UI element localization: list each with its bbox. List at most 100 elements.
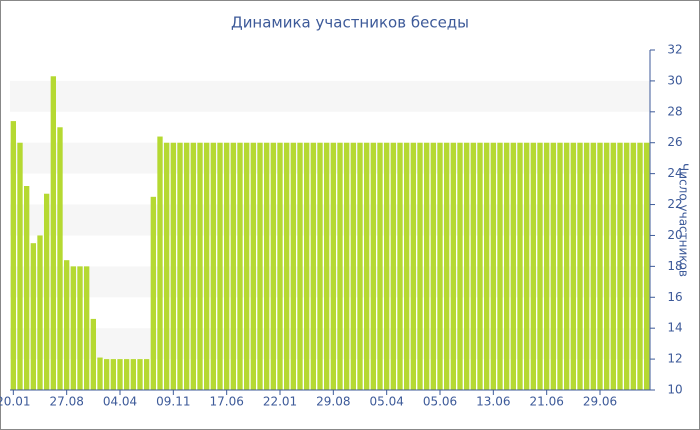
- bar: [310, 142, 316, 390]
- bar: [544, 142, 550, 390]
- bar: [450, 142, 456, 390]
- x-tick-label: 05.06: [423, 395, 457, 409]
- bar: [284, 142, 290, 390]
- x-tick-label: 27.08: [49, 395, 83, 409]
- bar: [44, 193, 50, 390]
- bar: [210, 142, 216, 390]
- x-tick-label: 22.01: [263, 395, 297, 409]
- bar: [37, 235, 43, 390]
- bar: [244, 142, 250, 390]
- bar: [170, 142, 176, 390]
- bar: [224, 142, 230, 390]
- bar: [497, 142, 503, 390]
- x-tick-label: 20.01: [0, 395, 31, 409]
- grid-band: [10, 204, 650, 236]
- grid-band: [10, 266, 650, 298]
- bar: [557, 142, 563, 390]
- bar: [50, 76, 56, 390]
- bar: [250, 142, 256, 390]
- bar: [124, 359, 130, 390]
- x-tick-label: 05.04: [369, 395, 403, 409]
- bar: [157, 136, 163, 390]
- bar: [270, 142, 276, 390]
- bar: [177, 142, 183, 390]
- y-tick-label: 24: [667, 166, 682, 180]
- bar: [217, 142, 223, 390]
- bar: [164, 142, 170, 390]
- bar: [577, 142, 583, 390]
- bar: [457, 142, 463, 390]
- bar: [490, 142, 496, 390]
- x-tick-label: 29.06: [583, 395, 617, 409]
- bar: [637, 142, 643, 390]
- bar: [357, 142, 363, 390]
- y-axis-label: Число участников: [677, 163, 691, 277]
- bar: [370, 142, 376, 390]
- bar: [524, 142, 530, 390]
- bar: [130, 359, 136, 390]
- bar: [30, 243, 36, 390]
- bar: [377, 142, 383, 390]
- bar: [84, 266, 90, 390]
- bar: [530, 142, 536, 390]
- bar: [277, 142, 283, 390]
- bar: [550, 142, 556, 390]
- bar: [504, 142, 510, 390]
- grid-band: [10, 328, 650, 360]
- bar: [384, 142, 390, 390]
- bar: [70, 266, 76, 390]
- bar: [137, 359, 143, 390]
- x-tick-label: 29.08: [316, 395, 350, 409]
- bar: [390, 142, 396, 390]
- bar: [110, 359, 116, 390]
- bar: [264, 142, 270, 390]
- y-tick-label: 14: [667, 321, 682, 335]
- bar: [350, 142, 356, 390]
- bar: [470, 142, 476, 390]
- bar: [297, 142, 303, 390]
- y-tick-label: 18: [667, 259, 682, 273]
- bar: [464, 142, 470, 390]
- bar: [77, 266, 83, 390]
- bar: [57, 127, 63, 390]
- x-tick-label: 04.04: [103, 395, 137, 409]
- bar: [184, 142, 190, 390]
- bar: [24, 186, 30, 390]
- bar: [417, 142, 423, 390]
- bar: [190, 142, 196, 390]
- grid-band: [10, 80, 650, 112]
- bar: [17, 142, 23, 390]
- bar: [437, 142, 443, 390]
- x-tick-label: 13.06: [476, 395, 510, 409]
- bar: [537, 142, 543, 390]
- bar: [117, 359, 123, 390]
- y-tick-label: 16: [667, 290, 682, 304]
- bar: [404, 142, 410, 390]
- bar: [324, 142, 330, 390]
- y-tick-label: 32: [667, 43, 682, 57]
- bar: [257, 142, 263, 390]
- bar: [597, 142, 603, 390]
- bar: [617, 142, 623, 390]
- bar: [364, 142, 370, 390]
- bar: [337, 142, 343, 390]
- bar: [90, 318, 96, 390]
- y-tick-label: 28: [667, 104, 682, 118]
- grid-band: [10, 142, 650, 174]
- bar: [644, 142, 650, 390]
- bar: [590, 142, 596, 390]
- bar: [517, 142, 523, 390]
- y-tick-label: 10: [667, 383, 682, 397]
- bar: [290, 142, 296, 390]
- bar: [444, 142, 450, 390]
- bar: [424, 142, 430, 390]
- bar: [624, 142, 630, 390]
- y-tick-label: 20: [667, 228, 682, 242]
- bar: [610, 142, 616, 390]
- bar: [150, 196, 156, 390]
- bar: [230, 142, 236, 390]
- bar: [317, 142, 323, 390]
- chart-title: Динамика участников беседы: [231, 14, 469, 32]
- bar: [197, 142, 203, 390]
